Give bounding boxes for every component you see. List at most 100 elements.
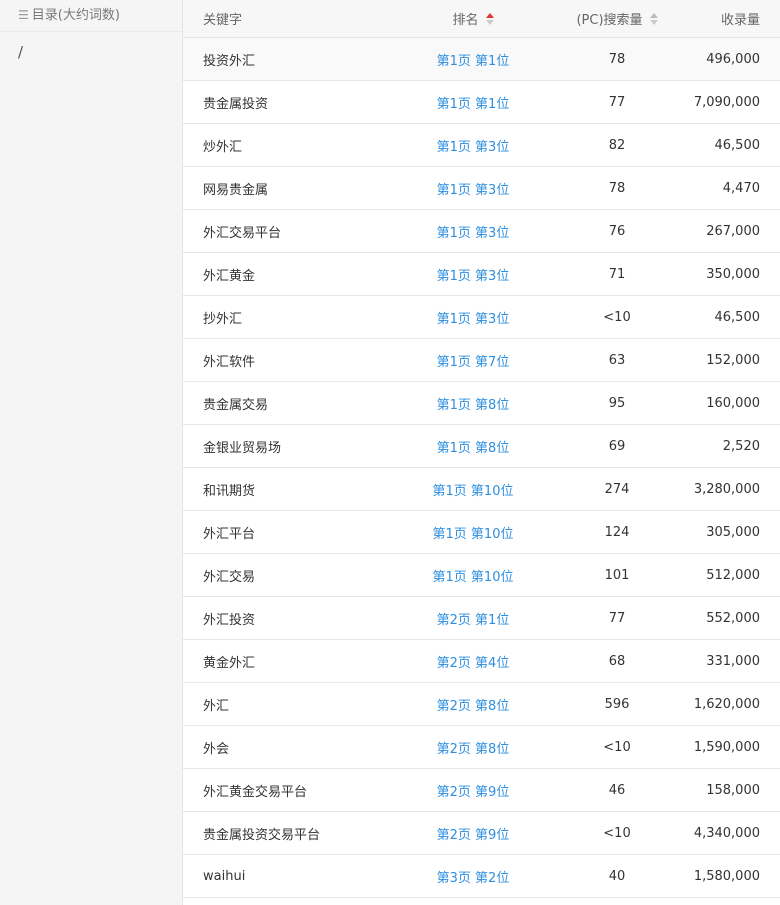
search-volume-cell: 63 bbox=[608, 352, 626, 368]
rank-link[interactable]: 第1页 第1位 bbox=[436, 96, 510, 112]
search-volume-cell: 95 bbox=[608, 395, 626, 411]
indexed-count-cell: 7,090,000 bbox=[693, 94, 760, 110]
indexed-count-cell: 4,470 bbox=[722, 180, 760, 196]
indexed-count-cell: 158,000 bbox=[706, 782, 760, 798]
header-indexed: 收录量 bbox=[720, 13, 760, 28]
keyword-cell: 外汇交易平台 bbox=[203, 225, 282, 241]
table-row: 贵金属投资交易平台 第2页 第9位 <10 4,340,000 bbox=[183, 812, 780, 855]
table-row: 外会 第2页 第8位 <10 1,590,000 bbox=[183, 726, 780, 769]
table-row: 外汇交易 第1页 第10位 101 512,000 bbox=[183, 554, 780, 597]
rank-link[interactable]: 第1页 第8位 bbox=[436, 440, 510, 456]
rank-link[interactable]: 第3页 第2位 bbox=[436, 870, 510, 886]
keyword-cell: 贵金属交易 bbox=[203, 397, 269, 413]
indexed-count-cell: 160,000 bbox=[706, 395, 760, 411]
keyword-cell: 外汇软件 bbox=[203, 354, 256, 370]
header-rank[interactable]: 排名 bbox=[388, 9, 558, 28]
keyword-cell: 外会 bbox=[203, 741, 230, 757]
indexed-count-cell: 552,000 bbox=[706, 610, 760, 626]
sidebar-item-root[interactable]: / bbox=[18, 43, 24, 61]
search-volume-cell: <10 bbox=[603, 309, 631, 325]
search-volume-cell: <10 bbox=[603, 825, 631, 841]
rank-link[interactable]: 第1页 第8位 bbox=[436, 397, 510, 413]
search-volume-cell: 101 bbox=[604, 567, 630, 583]
table-row: 炒外汇 第1页 第3位 82 46,500 bbox=[183, 124, 780, 167]
keyword-cell: 金银业贸易场 bbox=[203, 440, 282, 456]
keyword-cell: 贵金属投资 bbox=[203, 96, 269, 112]
directory-sidebar: ☰ 目录(大约词数) / bbox=[0, 0, 183, 905]
indexed-count-cell: 331,000 bbox=[706, 653, 760, 669]
keyword-cell: 外汇投资 bbox=[203, 612, 256, 628]
indexed-count-cell: 3,280,000 bbox=[693, 481, 760, 497]
keyword-cell: 外汇平台 bbox=[203, 526, 256, 542]
search-volume-cell: 77 bbox=[608, 94, 626, 110]
table-header: 关键字 排名 (PC)搜索量 收录量 bbox=[183, 0, 780, 38]
keyword-cell: 外汇黄金交易平台 bbox=[203, 784, 308, 800]
rank-link[interactable]: 第1页 第1位 bbox=[436, 53, 510, 69]
table-row: 外汇投资 第2页 第1位 77 552,000 bbox=[183, 597, 780, 640]
table-row: 贵金属交易 第1页 第8位 95 160,000 bbox=[183, 382, 780, 425]
rank-link[interactable]: 第1页 第3位 bbox=[436, 268, 510, 284]
search-volume-cell: 596 bbox=[604, 696, 630, 712]
keyword-cell: 外汇 bbox=[203, 698, 230, 714]
rank-link[interactable]: 第1页 第10位 bbox=[432, 569, 514, 585]
indexed-count-cell: 1,590,000 bbox=[693, 739, 760, 755]
rank-link[interactable]: 第1页 第3位 bbox=[436, 311, 510, 327]
search-volume-cell: 71 bbox=[608, 266, 626, 282]
search-volume-cell: 124 bbox=[604, 524, 630, 540]
rank-link[interactable]: 第1页 第10位 bbox=[432, 483, 514, 499]
search-volume-cell: 78 bbox=[608, 180, 626, 196]
indexed-count-cell: 1,580,000 bbox=[693, 868, 760, 884]
indexed-count-cell: 267,000 bbox=[706, 223, 760, 239]
sort-up-icon bbox=[485, 12, 494, 18]
rank-link[interactable]: 第2页 第8位 bbox=[436, 698, 510, 714]
indexed-count-cell: 305,000 bbox=[706, 524, 760, 540]
rank-link[interactable]: 第1页 第3位 bbox=[436, 182, 510, 198]
rank-link[interactable]: 第2页 第8位 bbox=[436, 741, 510, 757]
sort-icon[interactable] bbox=[485, 12, 494, 26]
indexed-count-cell: 496,000 bbox=[706, 51, 760, 67]
table-body: 投资外汇 第1页 第1位 78 496,000 贵金属投资 第1页 第1位 77 … bbox=[183, 38, 780, 898]
table-row: 金银业贸易场 第1页 第8位 69 2,520 bbox=[183, 425, 780, 468]
keyword-cell: 外汇交易 bbox=[203, 569, 256, 585]
sidebar-title: 目录(大约词数) bbox=[31, 8, 120, 23]
table-row: 外汇黄金交易平台 第2页 第9位 46 158,000 bbox=[183, 769, 780, 812]
table-row: 黄金外汇 第2页 第4位 68 331,000 bbox=[183, 640, 780, 683]
table-row: 抄外汇 第1页 第3位 <10 46,500 bbox=[183, 296, 780, 339]
search-volume-cell: 82 bbox=[608, 137, 626, 153]
keyword-cell: 和讯期货 bbox=[203, 483, 256, 499]
indexed-count-cell: 152,000 bbox=[706, 352, 760, 368]
table-row: 贵金属投资 第1页 第1位 77 7,090,000 bbox=[183, 81, 780, 124]
rank-link[interactable]: 第2页 第4位 bbox=[436, 655, 510, 671]
rank-link[interactable]: 第1页 第3位 bbox=[436, 139, 510, 155]
rank-link[interactable]: 第2页 第9位 bbox=[436, 827, 510, 843]
search-volume-cell: 46 bbox=[608, 782, 626, 798]
sort-icon[interactable] bbox=[649, 12, 658, 26]
rank-link[interactable]: 第1页 第3位 bbox=[436, 225, 510, 241]
sort-down-icon bbox=[649, 19, 658, 25]
keyword-cell: 外汇黄金 bbox=[203, 268, 256, 284]
indexed-count-cell: 46,500 bbox=[714, 309, 761, 325]
rank-link[interactable]: 第1页 第10位 bbox=[432, 526, 514, 542]
table-row: 外汇平台 第1页 第10位 124 305,000 bbox=[183, 511, 780, 554]
header-search-label: (PC)搜索量 bbox=[576, 13, 643, 28]
keyword-cell: 投资外汇 bbox=[203, 53, 256, 69]
indexed-count-cell: 2,520 bbox=[722, 438, 760, 454]
indexed-count-cell: 350,000 bbox=[706, 266, 760, 282]
table-row: 外汇 第2页 第8位 596 1,620,000 bbox=[183, 683, 780, 726]
search-volume-cell: 40 bbox=[608, 868, 626, 884]
table-row: 投资外汇 第1页 第1位 78 496,000 bbox=[183, 38, 780, 81]
indexed-count-cell: 4,340,000 bbox=[693, 825, 760, 841]
rank-link[interactable]: 第2页 第1位 bbox=[436, 612, 510, 628]
table-row: 外汇黄金 第1页 第3位 71 350,000 bbox=[183, 253, 780, 296]
header-rank-label: 排名 bbox=[452, 13, 479, 28]
table-row: 网易贵金属 第1页 第3位 78 4,470 bbox=[183, 167, 780, 210]
keyword-cell: 抄外汇 bbox=[203, 311, 243, 327]
rank-link[interactable]: 第1页 第7位 bbox=[436, 354, 510, 370]
keyword-cell: 贵金属投资交易平台 bbox=[203, 827, 321, 843]
indexed-count-cell: 1,620,000 bbox=[693, 696, 760, 712]
keyword-table: 关键字 排名 (PC)搜索量 收录量 投资外汇 第1页 第1位 78 496,0… bbox=[183, 0, 780, 898]
header-search[interactable]: (PC)搜索量 bbox=[558, 9, 676, 28]
search-volume-cell: 68 bbox=[608, 653, 626, 669]
search-volume-cell: 76 bbox=[608, 223, 626, 239]
rank-link[interactable]: 第2页 第9位 bbox=[436, 784, 510, 800]
